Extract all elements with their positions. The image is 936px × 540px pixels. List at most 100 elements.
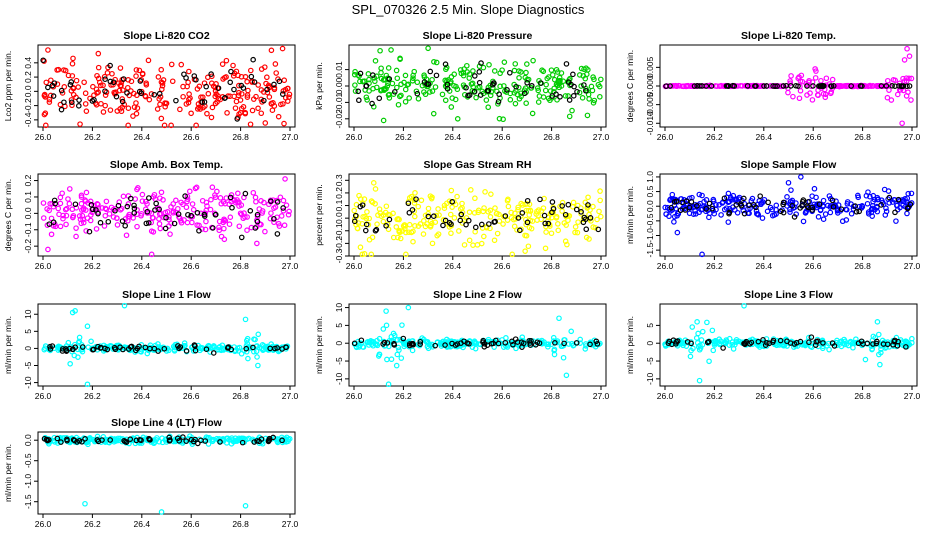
data-point — [82, 101, 89, 107]
data-point — [134, 223, 140, 230]
data-point-reference — [477, 92, 484, 98]
data-point — [487, 214, 494, 220]
data-point — [664, 204, 671, 211]
data-point — [366, 339, 373, 346]
data-point — [374, 221, 380, 227]
data-point-reference — [215, 85, 222, 91]
data-point-reference — [82, 436, 88, 442]
data-point-reference — [107, 62, 113, 69]
data-point — [82, 198, 89, 205]
data-point — [663, 211, 669, 217]
data-point — [582, 346, 589, 352]
data-point — [540, 68, 547, 75]
data-point — [771, 212, 778, 218]
data-point-reference — [493, 337, 499, 344]
data-point — [368, 198, 375, 204]
data-point — [453, 83, 459, 90]
data-point — [512, 61, 519, 67]
data-point-outlier — [563, 372, 570, 379]
data-point — [40, 200, 47, 206]
data-point-reference — [405, 200, 412, 207]
data-point — [95, 50, 102, 57]
data-point — [385, 65, 392, 71]
data-point — [203, 199, 210, 206]
data-point — [802, 342, 809, 349]
data-point — [395, 234, 401, 241]
data-point-reference — [770, 339, 776, 345]
data-point — [204, 110, 210, 117]
data-point — [95, 64, 102, 71]
data-point — [49, 200, 55, 207]
data-point — [798, 72, 805, 79]
data-point — [435, 231, 442, 237]
data-point — [117, 82, 124, 89]
data-point-reference — [838, 206, 845, 212]
data-point — [547, 88, 554, 94]
data-point — [577, 336, 584, 343]
y-tick-label: -1.0 — [645, 228, 655, 243]
data-point — [46, 96, 53, 103]
data-point-reference — [274, 199, 281, 205]
data-point-reference — [112, 346, 119, 353]
data-point — [232, 435, 239, 442]
y-tick-label: 0.5 — [645, 185, 655, 197]
data-point — [429, 88, 436, 94]
data-point — [244, 227, 250, 233]
data-point-reference — [859, 83, 865, 89]
data-point — [471, 210, 478, 216]
data-point — [667, 208, 674, 214]
data-point-reference — [250, 344, 256, 351]
data-point — [441, 205, 448, 211]
data-point — [894, 91, 901, 98]
data-point — [515, 206, 521, 213]
data-point-reference — [751, 201, 757, 208]
x-tick-label: 26.6 — [494, 261, 511, 271]
data-point — [104, 70, 111, 76]
data-point — [662, 204, 668, 211]
data-point-outlier — [72, 308, 78, 314]
data-point — [283, 202, 290, 208]
data-point-reference — [562, 211, 569, 218]
data-point — [196, 83, 203, 90]
y-tick-label: 10 — [334, 303, 344, 313]
data-point — [528, 225, 535, 232]
data-point — [699, 192, 705, 199]
data-point — [432, 219, 439, 226]
data-point — [559, 208, 565, 214]
data-point — [511, 223, 518, 230]
data-point — [578, 83, 584, 89]
data-point — [796, 95, 803, 102]
data-point — [158, 344, 165, 351]
data-point — [380, 212, 387, 218]
data-point — [159, 82, 166, 89]
data-point — [157, 101, 163, 108]
data-point — [710, 198, 717, 205]
x-tick-label: 26.4 — [756, 132, 773, 142]
data-point — [69, 60, 76, 67]
data-point — [184, 198, 190, 205]
data-point — [177, 106, 183, 113]
data-point — [148, 91, 155, 97]
data-point-reference — [68, 99, 75, 106]
data-point — [590, 100, 597, 106]
data-point-outlier — [84, 381, 91, 388]
data-point — [236, 82, 242, 89]
data-point — [41, 91, 48, 98]
data-point — [63, 212, 70, 219]
data-point-reference — [904, 83, 910, 90]
data-point — [870, 333, 877, 340]
x-tick-label: 26.4 — [445, 391, 462, 401]
data-point-outlier — [696, 377, 703, 384]
data-point — [425, 210, 431, 217]
data-point-outlier — [193, 122, 199, 129]
data-point — [116, 199, 123, 205]
data-point-reference — [373, 226, 380, 233]
plot-frame — [37, 303, 296, 387]
data-point — [696, 191, 703, 198]
data-point — [457, 206, 464, 212]
data-point-reference — [726, 210, 732, 217]
data-point — [560, 354, 567, 361]
data-point-reference — [138, 437, 144, 444]
data-point — [222, 218, 229, 224]
data-point-outlier — [383, 308, 389, 314]
